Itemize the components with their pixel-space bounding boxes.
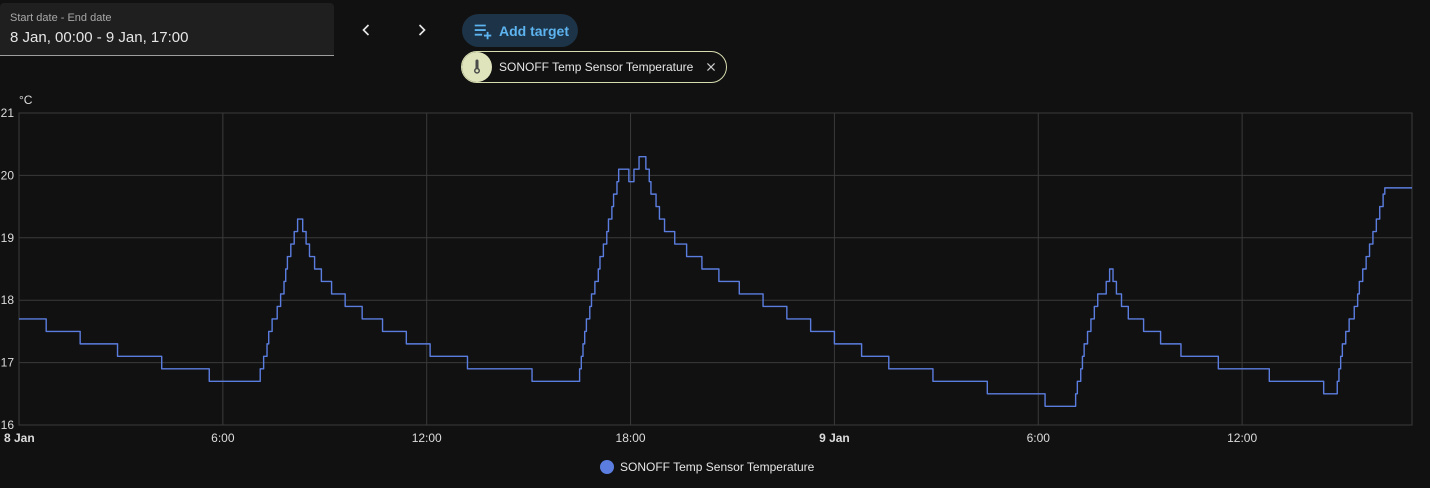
previous-period-button[interactable] <box>349 13 383 47</box>
legend-label: SONOFF Temp Sensor Temperature <box>620 460 815 474</box>
add-target-button[interactable]: Add target <box>462 14 578 47</box>
next-period-button[interactable] <box>405 13 439 47</box>
add-target-label: Add target <box>499 22 569 39</box>
y-tick-label: 18 <box>1 293 15 307</box>
thermometer-icon <box>462 52 492 82</box>
x-tick-label: 8 Jan <box>4 431 35 445</box>
chevron-left-icon <box>362 24 370 36</box>
chart-legend-item[interactable]: SONOFF Temp Sensor Temperature <box>600 460 814 474</box>
chevron-right-icon <box>418 24 426 36</box>
playlist-plus-icon <box>474 24 492 39</box>
date-range-picker[interactable]: Start date - End date 8 Jan, 00:00 - 9 J… <box>0 3 334 56</box>
series-line <box>19 155 1412 407</box>
target-chip[interactable]: SONOFF Temp Sensor Temperature <box>461 51 727 83</box>
x-tick-label: 6:00 <box>1027 431 1051 445</box>
target-chip-label: SONOFF Temp Sensor Temperature <box>499 60 694 74</box>
x-tick-label: 6:00 <box>211 431 235 445</box>
date-range-label: Start date - End date <box>10 12 112 24</box>
close-icon <box>707 63 715 71</box>
y-tick-label: 17 <box>1 356 15 370</box>
x-tick-label: 9 Jan <box>819 431 850 445</box>
date-range-value: 8 Jan, 00:00 - 9 Jan, 17:00 <box>10 29 189 46</box>
remove-target-button[interactable] <box>704 60 718 74</box>
y-tick-label: 19 <box>1 231 15 245</box>
x-tick-label: 12:00 <box>1227 431 1257 445</box>
x-tick-label: 12:00 <box>412 431 442 445</box>
legend-swatch <box>600 460 614 474</box>
y-axis-unit-label: °C <box>19 93 33 107</box>
y-tick-label: 21 <box>1 106 15 120</box>
y-tick-label: 20 <box>1 168 15 182</box>
y-tick-label: 16 <box>1 418 15 432</box>
x-tick-label: 18:00 <box>616 431 646 445</box>
